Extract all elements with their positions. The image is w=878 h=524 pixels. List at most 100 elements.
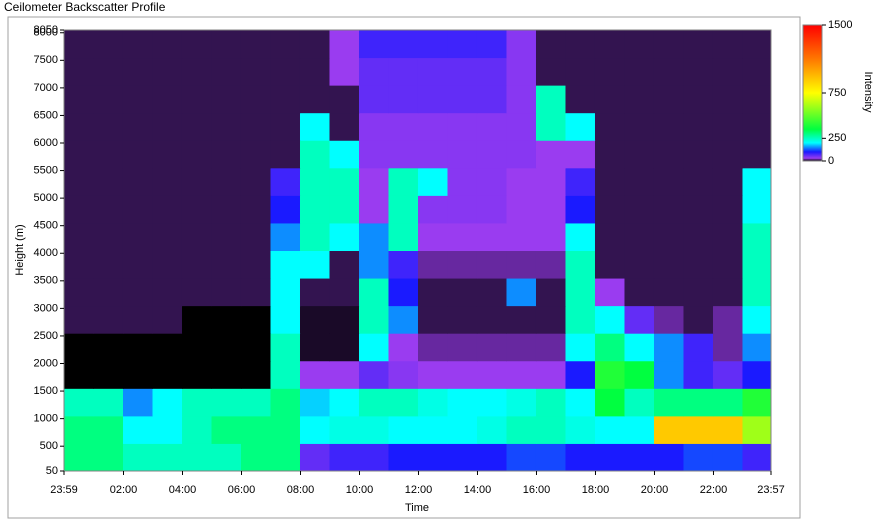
heatmap-cell [299, 167, 330, 196]
heatmap-cell [329, 30, 360, 59]
heatmap-cell [122, 278, 153, 307]
heatmap-cell [181, 167, 212, 196]
heatmap-cell [506, 85, 537, 114]
heatmap-cell [122, 443, 153, 472]
heatmap-cell [358, 415, 389, 444]
heatmap-cell [358, 57, 389, 86]
heatmap-cell [653, 415, 684, 444]
heatmap-cell [653, 30, 684, 59]
heatmap-cell [152, 222, 183, 251]
heatmap-cell [447, 112, 478, 141]
x-tick-label: 23:57 [757, 484, 785, 496]
heatmap-cell [594, 443, 625, 472]
heatmap-cell [565, 388, 596, 417]
y-tick-label: 2500 [34, 330, 58, 342]
heatmap-cell [152, 415, 183, 444]
heatmap-cell [624, 140, 655, 169]
heatmap-cell [240, 360, 271, 389]
colorbar [802, 24, 823, 162]
heatmap-cell [388, 112, 419, 141]
heatmap-cell [329, 388, 360, 417]
heatmap-cell [299, 415, 330, 444]
x-tick-label: 20:00 [641, 484, 669, 496]
heatmap-cell [211, 360, 242, 389]
heatmap-cell [122, 305, 153, 334]
heatmap-cell [447, 333, 478, 362]
heatmap-cell [565, 360, 596, 389]
heatmap-cell [64, 57, 94, 86]
heatmap-cell [506, 140, 537, 169]
x-tick-label: 23:59 [50, 484, 78, 496]
heatmap-cell [270, 195, 301, 224]
heatmap-cell [624, 195, 655, 224]
heatmap-cell [270, 415, 301, 444]
heatmap-cell [388, 443, 419, 472]
heatmap-cell [712, 222, 743, 251]
heatmap-cell [447, 443, 478, 472]
heatmap-cell [683, 443, 714, 472]
heatmap-cell [270, 388, 301, 417]
heatmap-cell [742, 30, 772, 59]
x-tick-label: 02:00 [110, 484, 138, 496]
heatmap-cell [152, 333, 183, 362]
heatmap-cell [712, 195, 743, 224]
heatmap-cell [417, 222, 448, 251]
heatmap-cell [270, 305, 301, 334]
heatmap-cell [476, 195, 507, 224]
heatmap-cell [64, 167, 94, 196]
heatmap-cell [329, 195, 360, 224]
heatmap-cell [535, 278, 566, 307]
heatmap-cell [594, 360, 625, 389]
heatmap-cell [211, 333, 242, 362]
heatmap-cell [594, 388, 625, 417]
y-tick-label: 7000 [34, 82, 58, 94]
heatmap-cell [417, 360, 448, 389]
heatmap-cell [535, 167, 566, 196]
heatmap-cell [270, 112, 301, 141]
heatmap-cell [742, 85, 772, 114]
heatmap-cell [93, 250, 124, 279]
heatmap-cell [712, 140, 743, 169]
heatmap-cell [93, 57, 124, 86]
heatmap-cell [211, 167, 242, 196]
heatmap-cell [447, 85, 478, 114]
heatmap-cell [565, 112, 596, 141]
y-tick-label: 6000 [34, 137, 58, 149]
heatmap-cell [211, 112, 242, 141]
heatmap-cell [653, 57, 684, 86]
heatmap-cell [64, 333, 94, 362]
heatmap-cell [417, 112, 448, 141]
heatmap-cell [358, 250, 389, 279]
heatmap-cell [152, 85, 183, 114]
heatmap-cell [447, 57, 478, 86]
x-tick-label: 08:00 [287, 484, 315, 496]
heatmap-cell [211, 250, 242, 279]
heatmap-cell [152, 305, 183, 334]
heatmap-cell [476, 278, 507, 307]
heatmap-cell [211, 195, 242, 224]
heatmap-cell [388, 415, 419, 444]
heatmap-cell [240, 167, 271, 196]
heatmap-cell [299, 278, 330, 307]
heatmap-cell [211, 415, 242, 444]
heatmap-cell [476, 85, 507, 114]
heatmap-cell [476, 222, 507, 251]
heatmap-cell [742, 167, 772, 196]
heatmap-cell [270, 222, 301, 251]
heatmap-cell [358, 140, 389, 169]
y-tick-label: 5500 [34, 164, 58, 176]
heatmap-cell [64, 222, 94, 251]
x-tick-label: 18:00 [582, 484, 610, 496]
heatmap-cell [624, 112, 655, 141]
heatmap-cell [64, 250, 94, 279]
heatmap-cell [211, 85, 242, 114]
heatmap-cell [329, 140, 360, 169]
x-tick-label: 14:00 [464, 484, 492, 496]
heatmap-cell [299, 333, 330, 362]
colorbar-tick-label: 0 [828, 155, 834, 167]
heatmap-cell [565, 57, 596, 86]
heatmap-cell [181, 57, 212, 86]
heatmap-cell [712, 167, 743, 196]
heatmap-cell [181, 333, 212, 362]
